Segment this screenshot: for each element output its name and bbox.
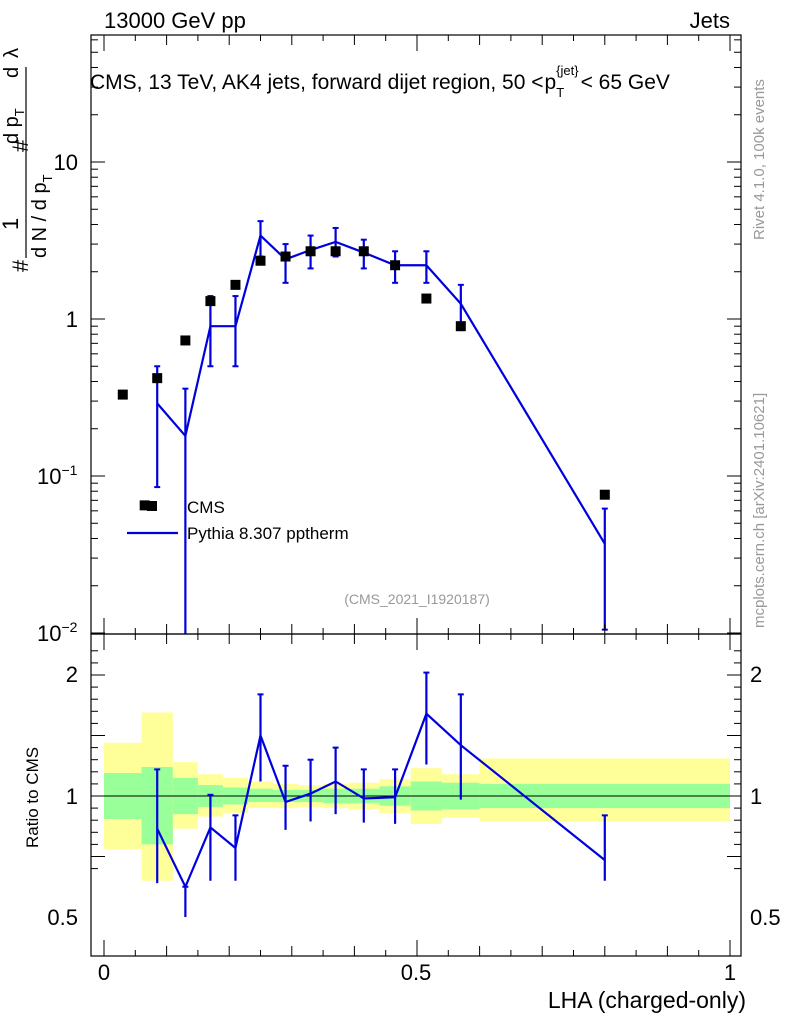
svg-text:#: # — [8, 259, 33, 272]
axis-ticks — [91, 35, 741, 956]
rivet-label: Rivet 4.1.0, 100k events — [751, 79, 768, 240]
y-tick-label-1: 1 — [66, 307, 78, 332]
x-tick-label-1: 1 — [724, 960, 736, 985]
svg-text:d N / d pT: d N / d pT — [29, 174, 55, 258]
svg-text:d pT: d pT — [1, 108, 27, 144]
ratio-tick-label-0p5-right: 0.5 — [750, 905, 781, 930]
cms-data-point-13 — [455, 321, 466, 332]
x-axis-title: LHA (charged-only) — [548, 987, 746, 1013]
cms-data-point-11 — [390, 260, 401, 271]
analysis-id: (CMS_2021_I1920187) — [344, 591, 490, 607]
category-label: Jets — [690, 8, 730, 33]
cms-data-point-1 — [152, 373, 163, 384]
ratio-band-inner-5 — [247, 788, 274, 803]
cms-data-point-3 — [180, 335, 191, 346]
cms-data-point-12 — [421, 293, 432, 304]
main-y-axis-title: # 1 d N / d pT # d pT d λ d 2 N — [0, 48, 55, 272]
ratio-tick-label-1-left: 1 — [66, 784, 78, 809]
ratio-tick-label-2-right: 2 — [750, 662, 762, 687]
svg-text:λ: λ — [1, 48, 23, 58]
cms-data-point-10 — [358, 246, 369, 257]
cms-data-point-5 — [230, 279, 241, 290]
y-tick-label-0p01: 10−2 — [37, 619, 78, 646]
cms-data-point-8 — [305, 246, 316, 257]
main-plot-frame — [90, 34, 742, 635]
svg-text:1: 1 — [0, 218, 23, 230]
x-tick-label-0p5: 0.5 — [401, 960, 432, 985]
cms-data-point-14 — [599, 489, 610, 500]
ratio-tick-label-2-left: 2 — [66, 662, 78, 687]
ratio-plot-area — [154, 671, 608, 917]
ratio-tick-label-1-right: 1 — [750, 784, 762, 809]
legend-cms-marker — [147, 501, 157, 511]
ratio-plot-frame — [90, 633, 742, 957]
ratio-axis-title: Ratio to CMS — [23, 747, 42, 848]
svg-text:d: d — [1, 67, 23, 78]
cms-data-point-0 — [117, 389, 128, 400]
plot-title: CMS, 13 TeV, AK4 jets, forward dijet reg… — [90, 63, 670, 100]
cms-data-point-2 — [139, 500, 150, 511]
legend-mc-label: Pythia 8.307 pptherm — [187, 524, 349, 543]
svg-text:#: # — [8, 139, 33, 152]
energy-label: 13000 GeV pp — [104, 8, 246, 33]
ratio-tick-label-0p5-left: 0.5 — [47, 905, 78, 930]
legend-cms-label: CMS — [187, 498, 225, 517]
cms-data-point-4 — [205, 296, 216, 307]
cms-data-point-6 — [255, 255, 266, 266]
y-tick-label-0p1: 10−1 — [37, 462, 78, 489]
x-tick-label-0: 0 — [98, 960, 110, 985]
cms-data-point-7 — [280, 251, 291, 262]
cms-data-point-9 — [330, 246, 341, 257]
ratio-uncertainty-bands — [104, 712, 730, 881]
site-label: mcplots.cern.ch [arXiv:2401.10621] — [751, 393, 768, 628]
main-plot-area — [117, 220, 610, 634]
y-tick-label-10: 10 — [54, 150, 78, 175]
